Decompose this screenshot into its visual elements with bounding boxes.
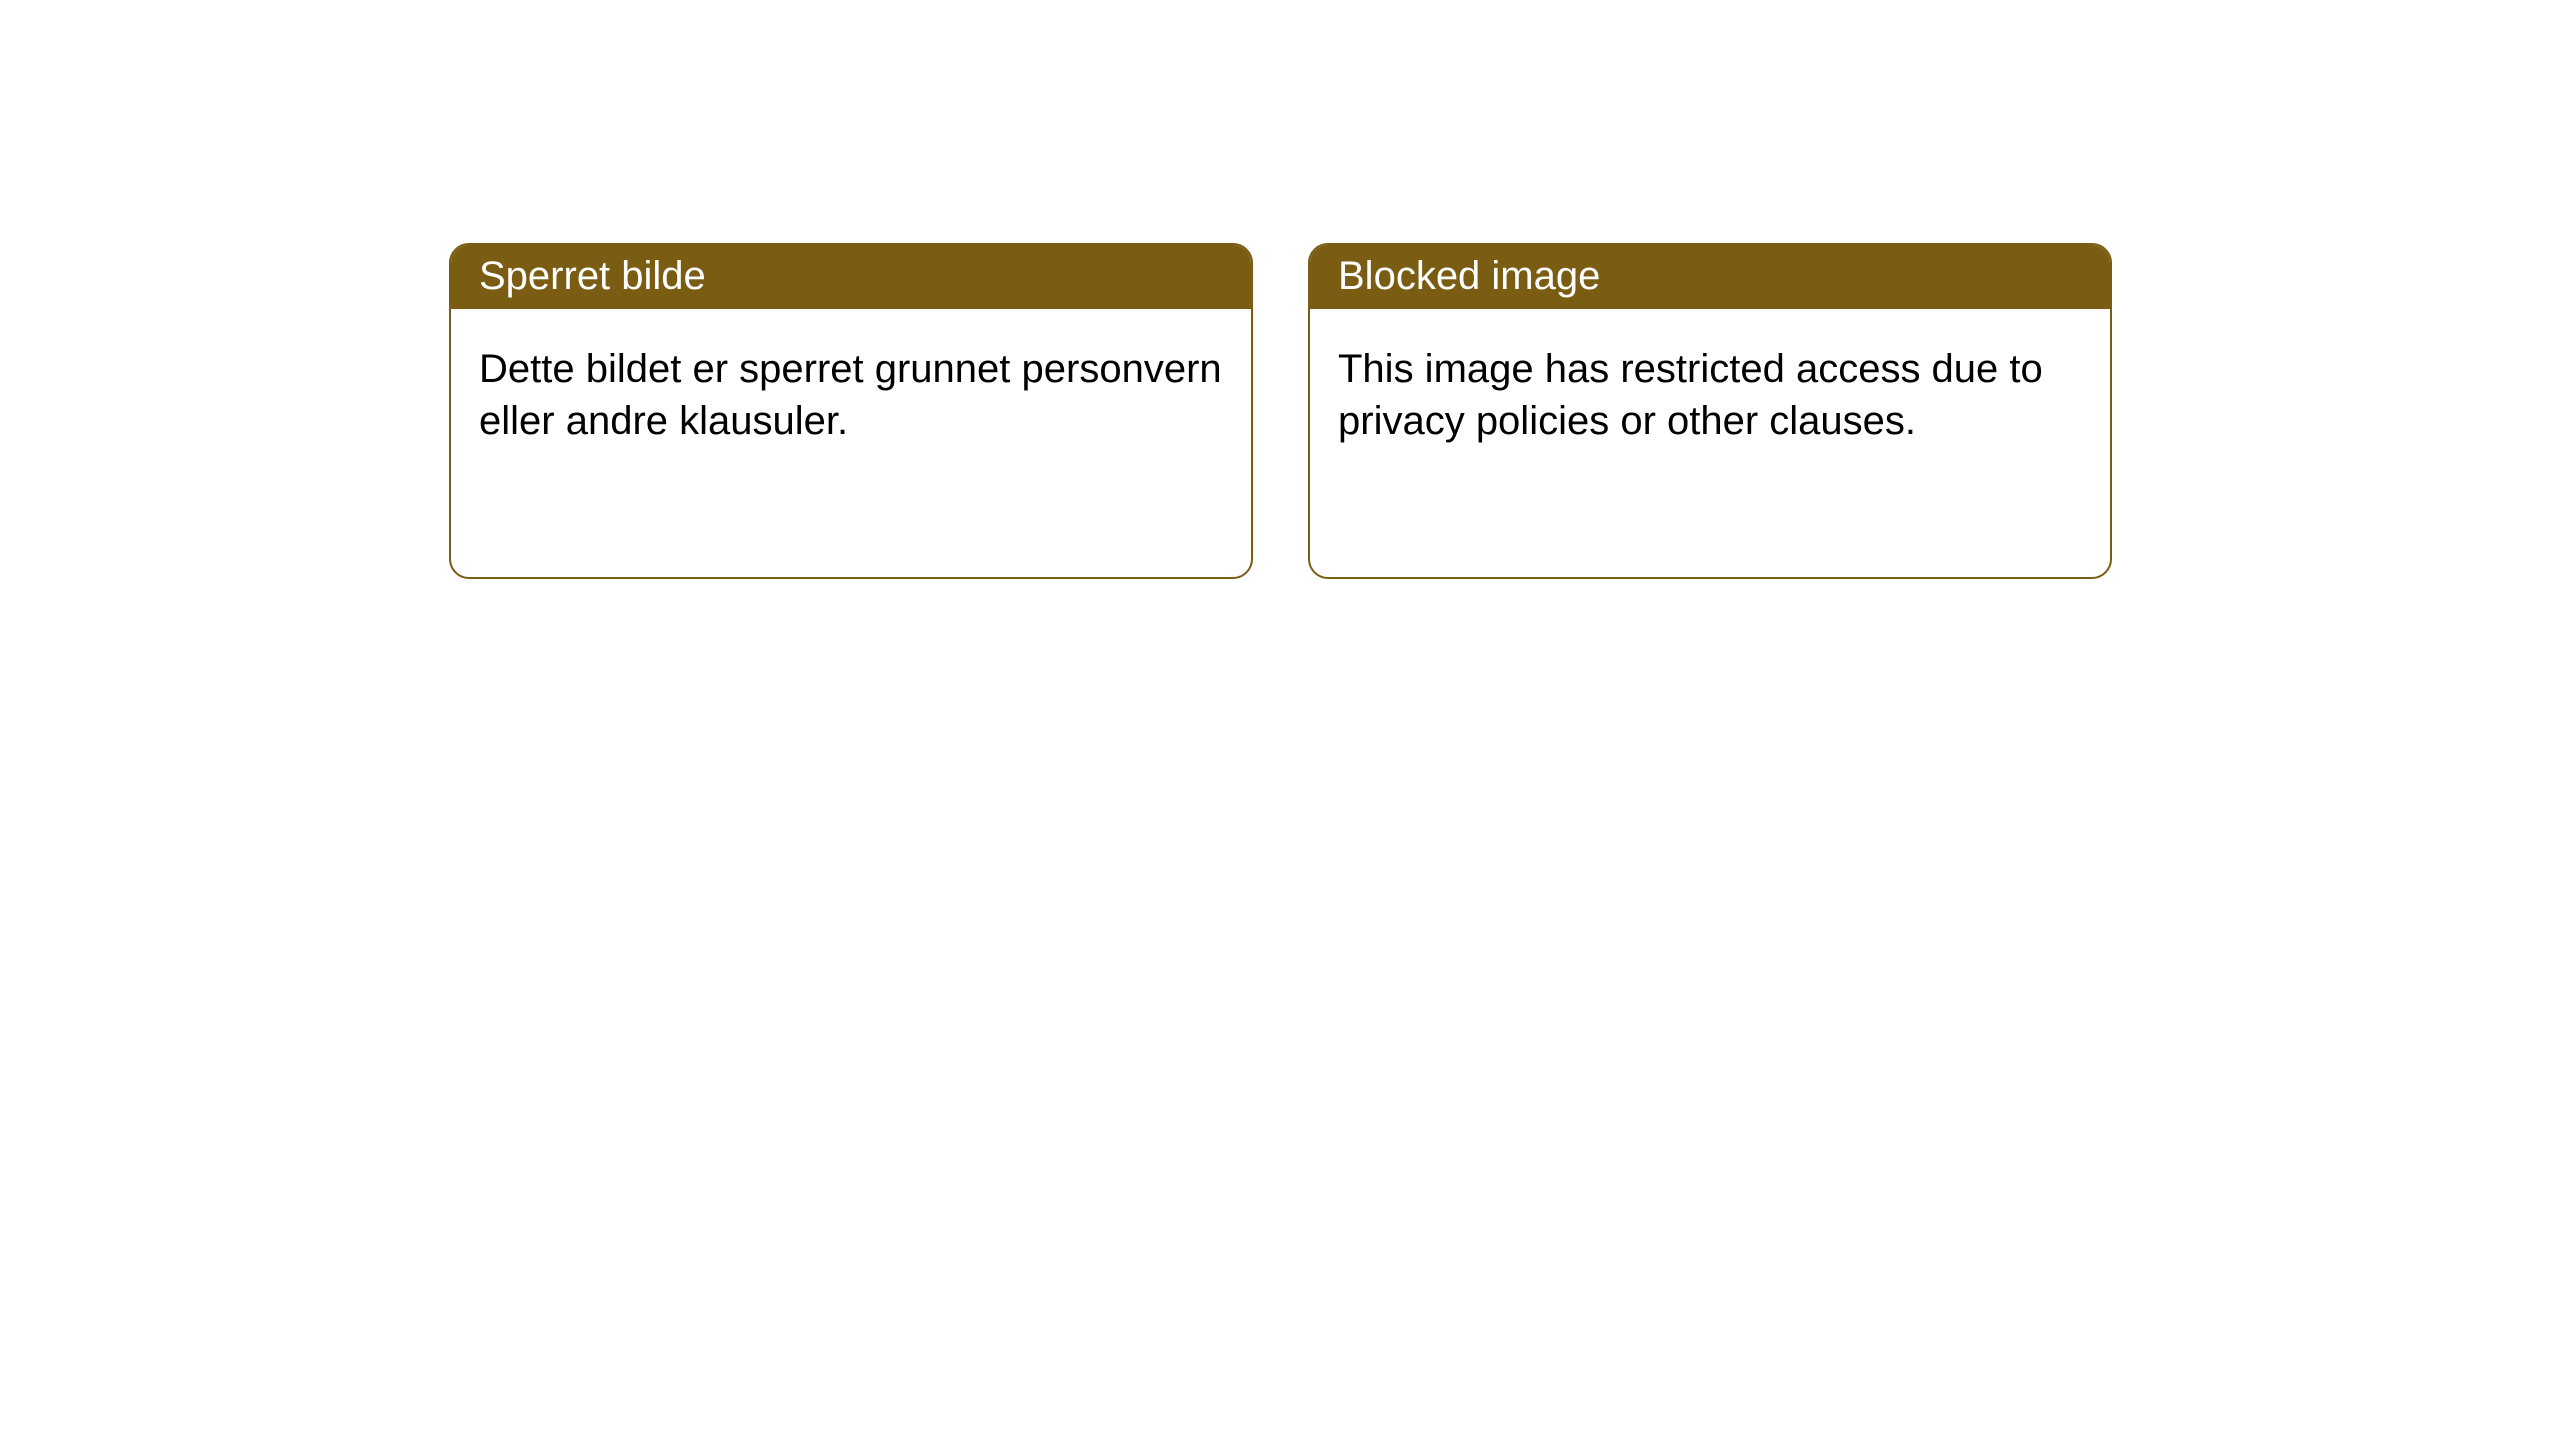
panel-body-norwegian: Dette bildet er sperret grunnet personve… xyxy=(451,309,1251,481)
panel-title-norwegian: Sperret bilde xyxy=(451,245,1251,309)
panel-title-english: Blocked image xyxy=(1310,245,2110,309)
panel-body-english: This image has restricted access due to … xyxy=(1310,309,2110,481)
notice-panels: Sperret bilde Dette bildet er sperret gr… xyxy=(449,243,2560,579)
panel-english: Blocked image This image has restricted … xyxy=(1308,243,2112,579)
panel-norwegian: Sperret bilde Dette bildet er sperret gr… xyxy=(449,243,1253,579)
